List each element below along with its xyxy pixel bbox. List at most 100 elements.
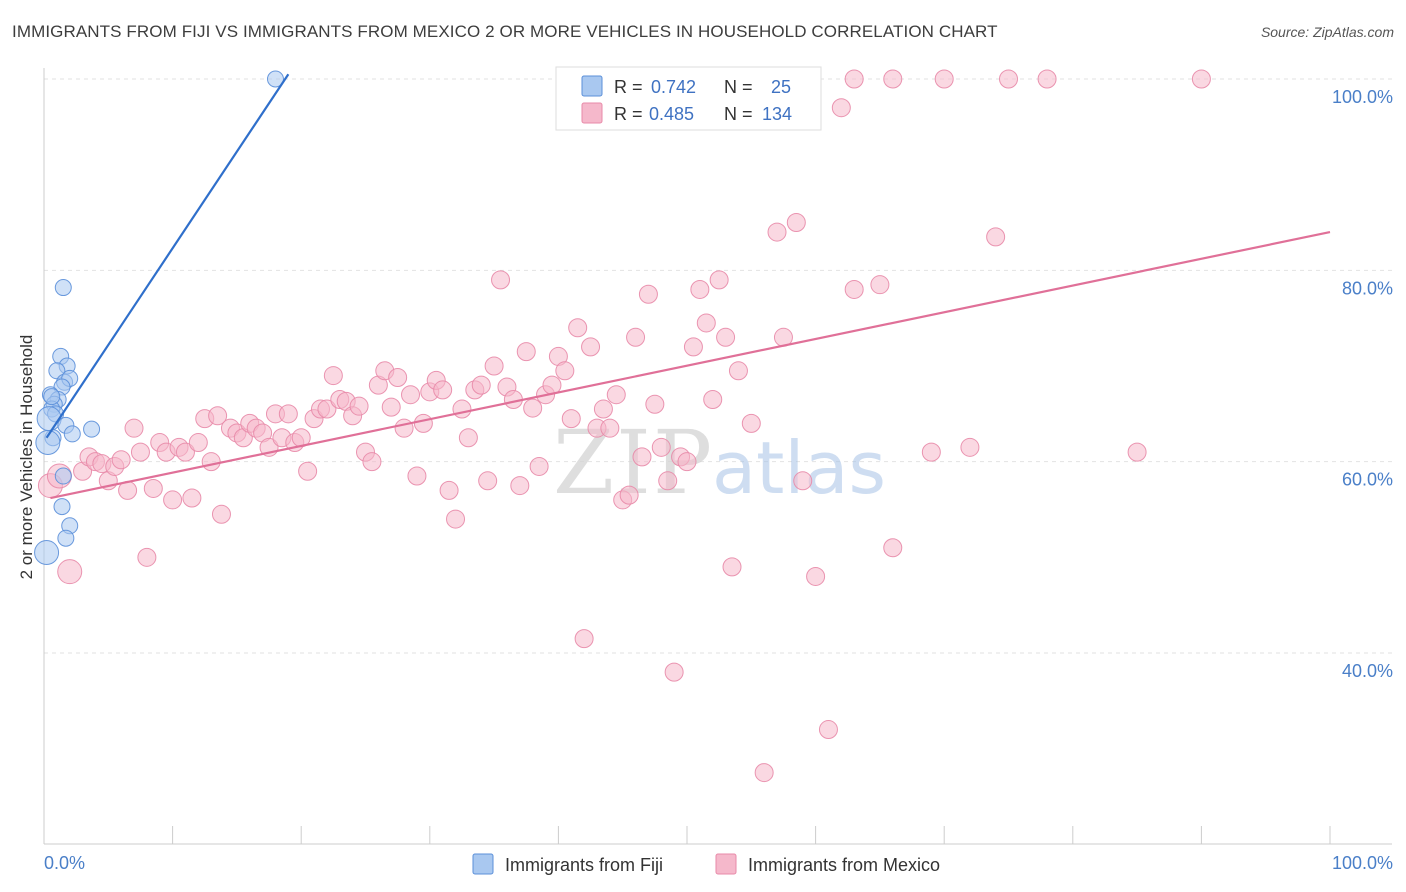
mexico-point-125 (999, 69, 1018, 89)
y-tick-label-100: 100.0% (1332, 87, 1393, 107)
fiji-point-19 (54, 467, 72, 485)
mexico-point-105 (728, 361, 748, 381)
mexico-point-88 (619, 485, 639, 505)
mexico-point-107 (754, 763, 774, 783)
correlation-legend: R = 0.742 N = 25 R = 0.485 N = 134 (555, 66, 822, 131)
mexico-point-55 (407, 466, 427, 486)
mexico-point-14 (143, 478, 163, 498)
mexico-point-127 (1191, 69, 1211, 89)
legend-swatch-mexico (581, 102, 603, 124)
mexico-trend-line (50, 230, 1331, 500)
mexico-point-35 (278, 404, 298, 424)
y-tick-label-80: 80.0% (1342, 278, 1393, 298)
mexico-point-81 (574, 629, 594, 649)
mexico-point-24 (208, 406, 228, 426)
mexico-point-59 (433, 380, 453, 400)
mexico-point-102 (709, 270, 729, 290)
watermark-atlas: atlas (712, 426, 886, 510)
mexico-point-21 (188, 433, 208, 453)
fiji-point-1 (54, 279, 72, 297)
mexico-point-116 (870, 275, 890, 295)
mexico-point-13 (137, 547, 157, 567)
mexico-point-12 (130, 442, 150, 462)
mexico-point-122 (844, 69, 864, 89)
mexico-point-2 (57, 559, 83, 585)
tick-labels: 40.0% 60.0% 80.0% 100.0% 0.0% 100.0% (44, 87, 1393, 873)
mexico-point-56 (413, 413, 433, 433)
mexico-point-51 (381, 397, 401, 417)
mexico-point-48 (362, 452, 382, 472)
mexico-point-82 (581, 337, 601, 357)
mexico-point-42 (323, 366, 343, 386)
mexico-point-120 (986, 227, 1006, 247)
mexico-point-104 (722, 557, 742, 577)
mexico-point-90 (632, 447, 652, 467)
mexico-point-20 (182, 488, 202, 508)
mexico-point-74 (529, 456, 549, 476)
legend-n-label-mexico: N = (724, 104, 753, 124)
mexico-point-108 (767, 222, 787, 242)
mexico-point-84 (593, 399, 613, 419)
legend-n-value-fiji: 25 (771, 77, 791, 97)
source-credit: Source: ZipAtlas.com (1260, 24, 1394, 40)
legend-n-value-mexico: 134 (762, 104, 792, 124)
mexico-point-91 (638, 284, 658, 304)
mexico-point-113 (818, 720, 838, 740)
mexico-point-17 (163, 490, 183, 510)
fiji-point-23 (34, 540, 60, 566)
mexico-point-117 (883, 538, 903, 558)
legend-swatch-fiji (581, 75, 603, 97)
mexico-point-119 (960, 437, 980, 457)
axes (43, 68, 1392, 845)
mexico-point-89 (626, 327, 646, 347)
bottom-legend-swatch-fiji (472, 853, 494, 875)
legend-r-value-mexico: 0.485 (649, 104, 694, 124)
mexico-point-67 (484, 356, 504, 376)
mexico-point-25 (211, 504, 231, 524)
mexico-point-103 (716, 327, 736, 347)
mexico-point-72 (516, 342, 536, 362)
bottom-legend-label-mexico: Immigrants from Mexico (748, 855, 940, 875)
mexico-point-78 (555, 361, 575, 381)
fiji-point-0 (266, 70, 284, 88)
fiji-trend-line (45, 73, 290, 439)
mexico-point-60 (439, 480, 459, 500)
bottom-legend-label-fiji: Immigrants from Fiji (505, 855, 663, 875)
mexico-point-52 (388, 367, 408, 387)
mexico-point-54 (401, 385, 421, 405)
mexico-point-65 (471, 375, 491, 395)
chart-title: IMMIGRANTS FROM FIJI VS IMMIGRANTS FROM … (12, 22, 998, 41)
mexico-point-126 (1037, 69, 1057, 89)
legend-n-label-fiji: N = (724, 77, 753, 97)
x-tick-label-100: 100.0% (1332, 853, 1393, 873)
mexico-point-93 (651, 437, 671, 457)
mexico-point-46 (349, 396, 369, 416)
fiji-point-22 (57, 529, 75, 547)
x-tick-label-0: 0.0% (44, 853, 85, 873)
series-mexico-points (37, 69, 1211, 783)
mexico-point-73 (523, 398, 543, 418)
mexico-point-112 (806, 566, 826, 586)
mexico-point-115 (844, 279, 864, 299)
mexico-point-110 (786, 213, 806, 232)
mexico-point-66 (478, 471, 498, 491)
mexico-point-80 (568, 318, 588, 338)
fiji-point-20 (53, 498, 71, 516)
mexico-point-86 (606, 385, 626, 405)
mexico-point-128 (1127, 442, 1147, 462)
mexico-point-124 (934, 69, 954, 89)
mexico-point-97 (677, 452, 697, 472)
fiji-point-24 (43, 388, 61, 406)
fiji-point-15 (83, 420, 101, 438)
mexico-point-99 (690, 279, 710, 299)
mexico-point-79 (561, 409, 581, 429)
mexico-point-23 (201, 452, 221, 472)
mexico-point-61 (446, 509, 466, 529)
mexico-point-106 (741, 413, 761, 433)
trend-lines (45, 73, 1331, 500)
mexico-point-11 (124, 418, 144, 438)
y-axis-title: 2 or more Vehicles in Household (17, 335, 36, 580)
mexico-point-118 (921, 442, 941, 462)
mexico-point-98 (683, 337, 703, 357)
